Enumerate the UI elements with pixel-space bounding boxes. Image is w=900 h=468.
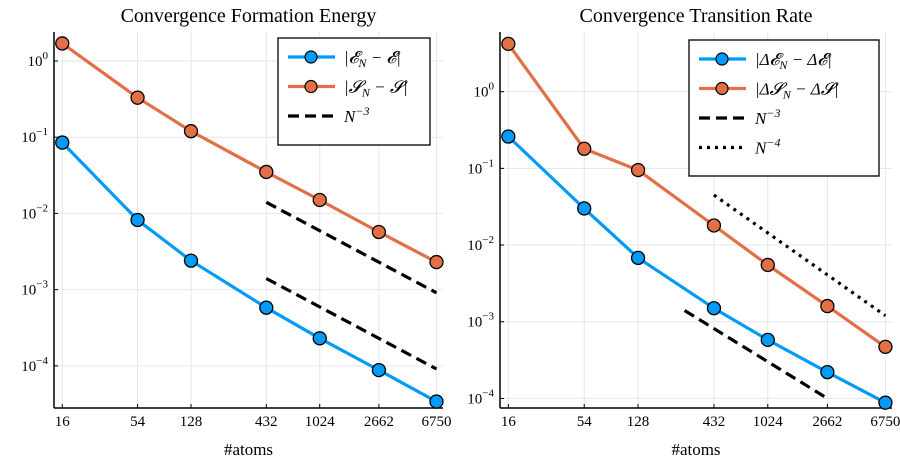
chart-panel-1: 16 54 128 432 1024 2662 6750 10−4 10−3 10−2 10−1 10… [21,5,451,459]
x-tick-label: 6750 [421,414,451,430]
series-1-marker [760,332,775,348]
x-tick-label: 54 [577,414,593,430]
series-2-marker [130,90,145,105]
y-tick-label: 10−3 [467,311,494,331]
x-axis-label: #atoms [224,440,273,459]
series-2-marker [760,257,775,273]
series-1-marker [371,362,387,378]
series-2-marker [371,224,387,240]
y-tick-label: 10−3 [21,279,48,299]
series-1-marker [577,201,592,216]
series-2-marker [429,254,444,270]
legend-label: N−3 [343,104,369,126]
legend-swatch-marker [304,79,318,94]
x-tick-label: 54 [130,414,146,430]
series-line-3 [683,309,829,400]
legend-label: N−3 [754,106,780,128]
series-1-marker [501,129,516,144]
y-tick-label: 10−2 [21,202,48,222]
y-tick-label: 10−2 [467,234,494,254]
legend-swatch-marker [304,50,318,64]
legend: |𝓔N − 𝓔| |𝓢N − 𝓢| N−3 [277,37,431,146]
chart-title: Convergence Transition Rate [580,5,813,27]
series-1-marker [429,394,444,409]
series-line-4 [712,193,887,318]
series-2-marker [706,218,722,233]
series-2-marker [501,36,516,52]
x-tick-label: 2662 [364,414,394,430]
legend-label: |𝓔N − 𝓔| [344,48,401,70]
x-tick-label: 432 [255,414,278,430]
series-line-3 [265,200,438,295]
series-1-marker [878,395,893,410]
series-1-marker [706,301,722,316]
x-tick-label: 16 [55,414,71,430]
series-2-marker [577,141,592,156]
series-2-marker [630,162,646,178]
x-tick-label: 432 [703,414,726,430]
chart-panel-2: 16 54 128 432 1024 2662 6750 10−4 10−3 10−2 10−1 10… [467,5,900,459]
series-2-marker [259,164,274,180]
y-tick-label: 10−1 [21,126,48,146]
x-tick-label: 16 [501,414,517,430]
x-axis-label: #atoms [671,440,720,459]
series-1-marker [130,212,145,228]
series-line-4 [265,277,438,371]
legend-label: N−4 [754,136,780,158]
y-tick-label: 10−4 [467,387,494,407]
series-2-marker [820,298,835,314]
legend-label: |Δ𝓢N − Δ𝓢| [755,80,839,102]
y-tick-label: 100 [28,50,49,70]
x-tick-label: 1024 [753,414,784,430]
y-tick-label: 10−1 [467,157,494,177]
y-tick-label: 10−4 [21,355,48,375]
legend-swatch-marker [715,52,729,66]
series-1-marker [259,300,274,315]
series-1-marker [820,365,835,380]
series-2-marker [878,339,893,355]
chart-title: Convergence Formation Energy [121,5,377,27]
legend-label: |Δ𝓔N − Δ𝓔| [755,50,832,72]
legend-swatch-marker [715,81,729,96]
x-tick-label: 1024 [305,414,336,430]
x-tick-label: 128 [627,414,650,430]
legend: |Δ𝓔N − Δ𝓔| |Δ𝓢N − Δ𝓢| N−3 N−4 [688,39,880,177]
series-2-marker [183,124,199,139]
x-tick-label: 2662 [812,414,842,430]
x-tick-label: 6750 [870,414,900,430]
series-2-marker [55,36,70,51]
series-1-marker [55,135,70,150]
x-tick-label: 128 [180,414,203,430]
series-line-1 [61,141,438,404]
series-1-marker [630,250,646,266]
y-tick-label: 100 [474,81,495,101]
series-2-marker [312,192,327,208]
series-1-marker [183,253,199,268]
series-1-marker [312,331,327,346]
legend-label: |𝓢N − 𝓢| [344,78,408,100]
